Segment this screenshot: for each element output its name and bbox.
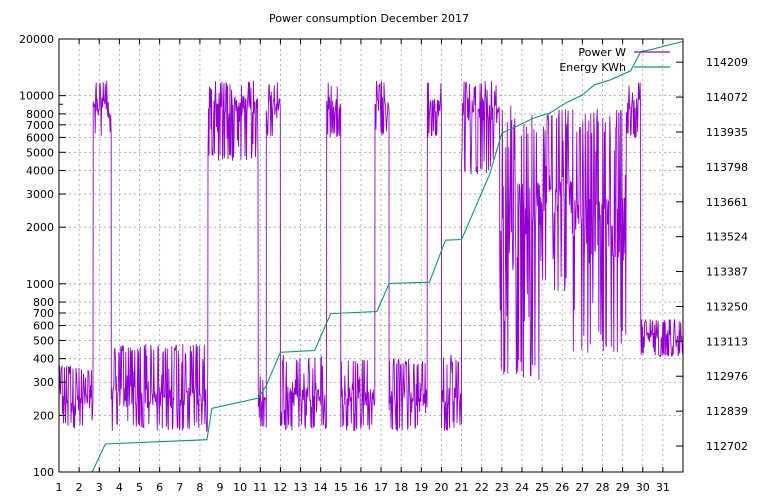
x-tick-label: 16 xyxy=(354,481,368,494)
x-axis-ticks: 1 2 3 4 5 6 7 8 9 10 11 12 13 14 15 16 17 18 19 20 21 22 23 24 2… xyxy=(56,39,670,494)
y-left-tick-label: 800 xyxy=(33,296,54,309)
y-right-tick-label: 113113 xyxy=(706,335,748,348)
x-tick-label: 27 xyxy=(575,481,589,494)
y-left-tick-label: 8000 xyxy=(26,108,54,121)
x-tick-label: 11 xyxy=(253,481,267,494)
y-right-tick-label: 112976 xyxy=(706,370,748,383)
y-left-tick-label: 7000 xyxy=(26,119,54,132)
x-tick-label: 21 xyxy=(455,481,469,494)
y-left-tick-label: 2000 xyxy=(26,221,54,234)
y-left-tick-label: 5000 xyxy=(26,146,54,159)
y-right-tick-label: 114072 xyxy=(706,91,748,104)
x-tick-label: 12 xyxy=(273,481,287,494)
y-left-tick-label: 500 xyxy=(33,334,54,347)
y-right-tick-label: 113661 xyxy=(706,196,748,209)
x-tick-label: 13 xyxy=(294,481,308,494)
x-tick-label: 29 xyxy=(616,481,630,494)
y-left-tick-label: 600 xyxy=(33,320,54,333)
x-tick-label: 1 xyxy=(56,481,63,494)
y-left-tick-label: 700 xyxy=(33,307,54,320)
y-right-tick-label: 113524 xyxy=(706,231,748,244)
y-left-tick-label: 300 xyxy=(33,376,54,389)
y-left-tick-label: 200 xyxy=(33,409,54,422)
y-left-tick-label: 10000 xyxy=(19,90,54,103)
x-tick-label: 18 xyxy=(394,481,408,494)
x-tick-label: 19 xyxy=(414,481,428,494)
y-left-tick-label: 6000 xyxy=(26,131,54,144)
y-right-tick-label: 114209 xyxy=(706,56,748,69)
y-right-tick-label: 112702 xyxy=(706,440,748,453)
x-tick-label: 15 xyxy=(334,481,348,494)
energy-series xyxy=(59,40,684,473)
x-tick-label: 8 xyxy=(196,481,203,494)
y-right-tick-label: 113250 xyxy=(706,300,748,313)
x-tick-label: 9 xyxy=(217,481,224,494)
plot-frame xyxy=(58,38,684,473)
x-tick-label: 14 xyxy=(314,481,328,494)
x-tick-label: 23 xyxy=(495,481,509,494)
legend-label: Power W xyxy=(578,46,626,59)
x-tick-label: 7 xyxy=(176,481,183,494)
y-left-tick-label: 4000 xyxy=(26,165,54,178)
y-right-axis-ticks: 112702 112839 112976 113113 113250 113387 1135… xyxy=(676,56,748,453)
x-tick-label: 22 xyxy=(475,481,489,494)
x-tick-label: 26 xyxy=(555,481,569,494)
x-tick-label: 30 xyxy=(636,481,650,494)
x-tick-label: 2 xyxy=(76,481,83,494)
y-left-tick-label: 1000 xyxy=(26,278,54,291)
y-left-tick-label: 100 xyxy=(33,466,54,479)
power-line xyxy=(58,80,684,433)
y-left-tick-label: 3000 xyxy=(26,188,54,201)
x-tick-label: 25 xyxy=(535,481,549,494)
x-tick-label: 24 xyxy=(515,481,529,494)
x-tick-label: 20 xyxy=(434,481,448,494)
x-tick-label: 6 xyxy=(156,481,163,494)
power-series xyxy=(58,80,684,433)
y-left-tick-label: 20000 xyxy=(19,33,54,46)
x-tick-label: 5 xyxy=(136,481,143,494)
x-tick-label: 31 xyxy=(656,481,670,494)
x-tick-label: 17 xyxy=(374,481,388,494)
x-tick-label: 10 xyxy=(233,481,247,494)
y-right-tick-label: 113798 xyxy=(706,161,748,174)
chart-title: Power consumption December 2017 xyxy=(269,12,469,25)
y-left-tick-label: 400 xyxy=(33,353,54,366)
y-right-tick-label: 112839 xyxy=(706,405,748,418)
legend: Power W Energy KWh xyxy=(559,46,670,74)
x-tick-label: 4 xyxy=(116,481,123,494)
x-tick-label: 28 xyxy=(595,481,609,494)
y-right-tick-label: 113935 xyxy=(706,126,748,139)
x-tick-label: 3 xyxy=(96,481,103,494)
legend-label: Energy KWh xyxy=(559,61,626,74)
y-right-tick-label: 113387 xyxy=(706,266,748,279)
energy-line xyxy=(59,40,684,473)
